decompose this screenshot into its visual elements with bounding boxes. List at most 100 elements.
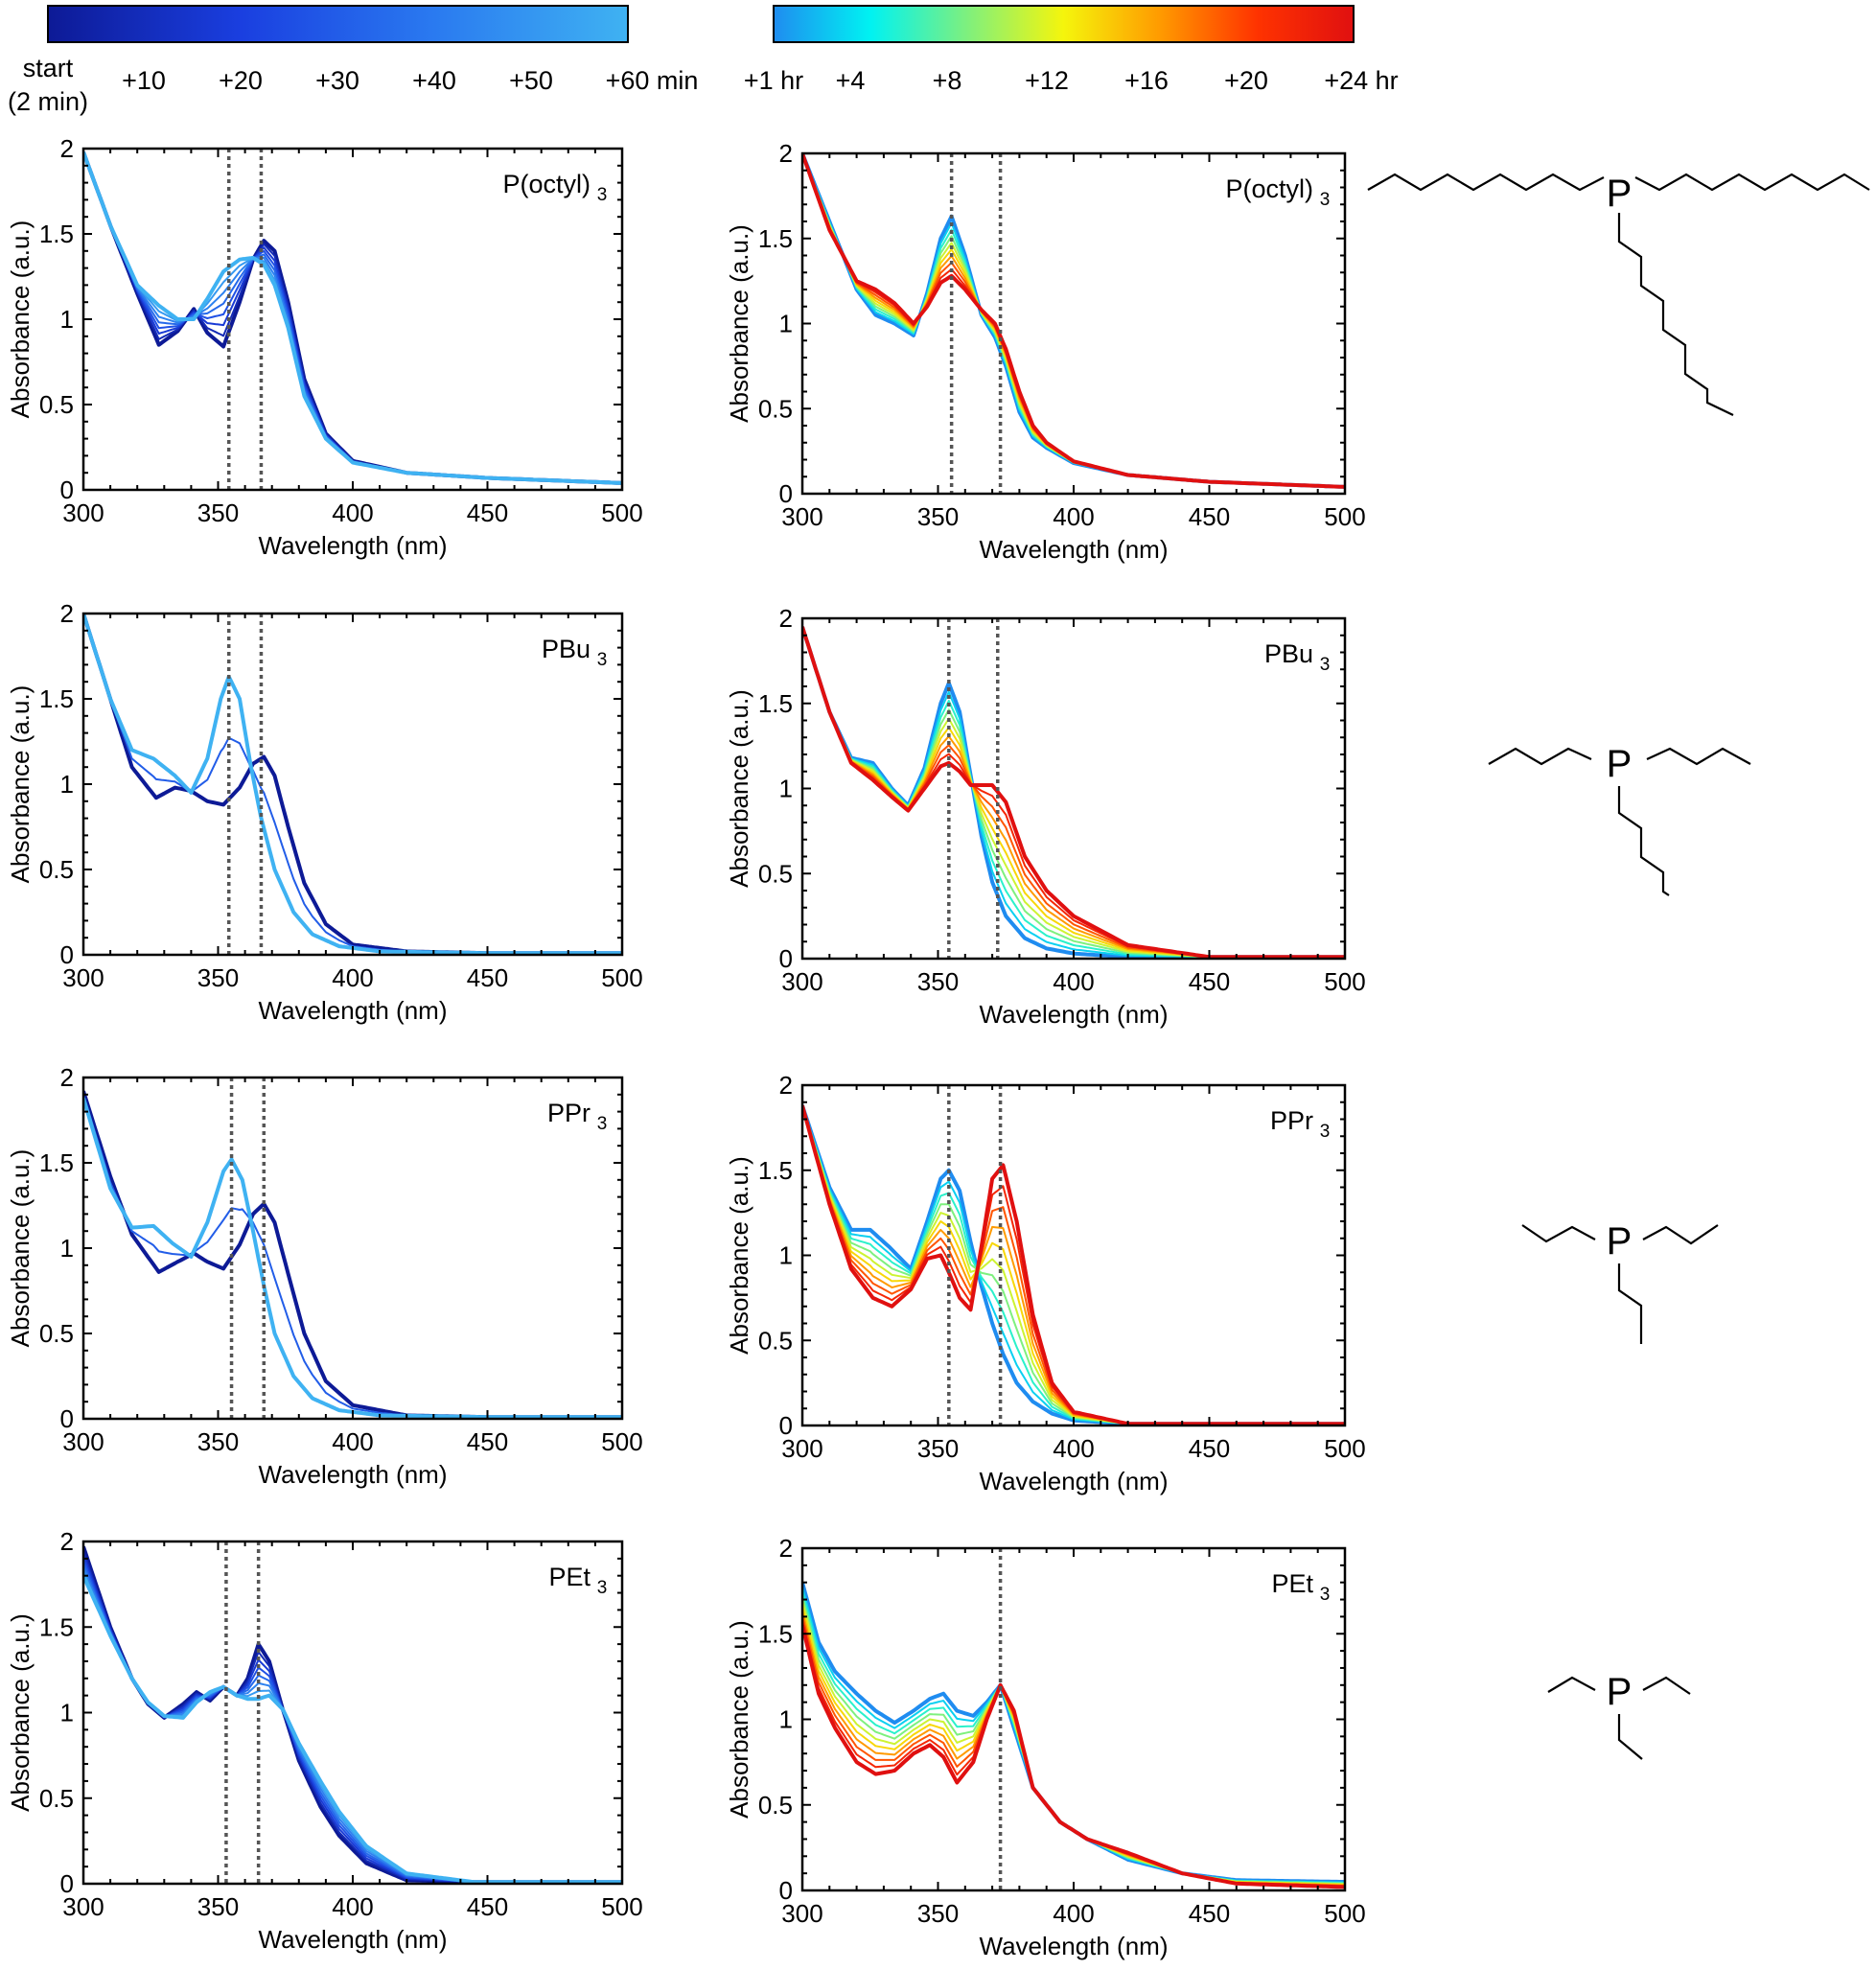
x-tick-label: 500 — [601, 498, 642, 527]
cb-hr-label-1: +1 hr — [744, 66, 803, 95]
y-tick-label: 2 — [60, 599, 74, 628]
panel-title-subscript: 3 — [597, 1114, 608, 1134]
x-axis-label: Wavelength (nm) — [259, 996, 448, 1025]
series-line-5 — [802, 1601, 1345, 1886]
y-axis-label: Absorbance (a.u.) — [6, 1613, 35, 1812]
cb-hr-label-16: +16 — [1124, 66, 1169, 95]
ppr3-phosphorus-atom: P — [1607, 1220, 1633, 1263]
series-line-8 — [83, 151, 622, 485]
x-tick-label: 350 — [197, 498, 239, 527]
x-axis-label: Wavelength (nm) — [259, 1925, 448, 1954]
x-axis-label: Wavelength (nm) — [259, 1460, 448, 1489]
series-line-6 — [802, 1606, 1345, 1886]
y-tick-label: 0.5 — [758, 394, 793, 423]
x-tick-label: 450 — [1189, 1434, 1230, 1463]
x-tick-label: 350 — [917, 1434, 959, 1463]
cb-hr-label-24: +24 hr — [1324, 66, 1398, 95]
panel-title: PPr — [1270, 1106, 1313, 1135]
y-tick-label: 0 — [779, 1876, 793, 1905]
panel-4: 300 350 400 450 500 0 0.5 1 1.5 2 Wavelength (nm) A… — [725, 604, 1366, 1029]
x-tick-label: 350 — [917, 967, 959, 996]
series-line-2 — [83, 614, 622, 955]
x-tick-label: 450 — [1189, 502, 1230, 531]
y-tick-label: 0.5 — [39, 390, 74, 419]
x-tick-label: 300 — [62, 1427, 104, 1456]
cb-hr-label-12: +12 — [1025, 66, 1069, 95]
y-tick-label: 2 — [60, 1063, 74, 1092]
panel-title-subscript: 3 — [597, 1578, 608, 1598]
plot-frame — [81, 1076, 624, 1421]
y-tick-label: 1 — [779, 1241, 793, 1270]
panel-8: 300 350 400 450 500 0 0.5 1 1.5 2 Wavelength (nm) A… — [725, 1534, 1366, 1960]
series-line-2 — [83, 1094, 622, 1419]
y-tick-label: 0.5 — [39, 1784, 74, 1813]
x-tick-label: 400 — [332, 1892, 373, 1921]
colorbar-minutes-bar — [47, 5, 629, 43]
series-line-6 — [83, 151, 622, 484]
y-tick-label: 2 — [60, 1527, 74, 1556]
y-tick-label: 2 — [779, 604, 793, 633]
x-tick-label: 300 — [781, 1434, 822, 1463]
x-axis-label: Wavelength (nm) — [259, 531, 448, 560]
series-line-3 — [83, 614, 622, 955]
y-tick-label: 1.5 — [39, 1612, 74, 1641]
panel-title: P(octyl) — [502, 170, 591, 198]
x-tick-label: 350 — [197, 963, 239, 992]
cb-min-label-20: +20 — [219, 66, 263, 95]
x-tick-label: 400 — [1053, 1899, 1094, 1928]
y-tick-label: 0 — [60, 1869, 74, 1898]
series-line-10 — [802, 153, 1345, 489]
y-axis-label: Absorbance (a.u.) — [6, 1149, 35, 1348]
y-tick-label: 0.5 — [758, 1791, 793, 1819]
y-tick-label: 1 — [60, 1699, 74, 1727]
panel-title-subscript: 3 — [597, 650, 608, 670]
y-tick-label: 1 — [60, 305, 74, 334]
y-tick-label: 0 — [60, 1404, 74, 1433]
series-group — [83, 1545, 622, 1884]
x-tick-label: 350 — [197, 1427, 239, 1456]
cb-min-label-60: +60 min — [606, 66, 699, 95]
structure-pbu3: P — [1488, 743, 1751, 896]
x-tick-label: 400 — [1053, 967, 1094, 996]
x-tick-label: 300 — [781, 1899, 822, 1928]
pet3-phosphorus-atom: P — [1607, 1671, 1633, 1713]
series-line-1 — [83, 614, 622, 955]
x-tick-label: 400 — [1053, 1434, 1094, 1463]
y-tick-label: 1 — [60, 1234, 74, 1263]
colorbar-hours: +1 hr +4 +8 +12 +16 +20 +24 hr — [744, 5, 1399, 95]
x-tick-label: 350 — [917, 502, 959, 531]
y-axis-label: Absorbance (a.u.) — [725, 224, 753, 423]
poctyl3-right-chain — [1634, 173, 1870, 192]
series-group — [802, 626, 1345, 959]
panel-7: 300 350 400 450 500 0 0.5 1 1.5 2 Wavelength (nm) A… — [6, 1527, 643, 1954]
y-axis-label: Absorbance (a.u.) — [6, 685, 35, 884]
cb-min-label-start-sub: (2 min) — [8, 87, 88, 116]
y-tick-label: 2 — [779, 1534, 793, 1563]
x-tick-label: 450 — [467, 1892, 508, 1921]
plot-frame — [800, 151, 1347, 496]
series-line-8 — [83, 1574, 622, 1884]
series-line-4 — [802, 1105, 1345, 1425]
structure-poctyl3: P — [1367, 173, 1870, 416]
cb-min-label-40: +40 — [412, 66, 456, 95]
panel-3: 300 350 400 450 500 0 0.5 1 1.5 2 Wavelength (nm) A… — [6, 599, 643, 1025]
panel-title-subscript: 3 — [1320, 1585, 1331, 1605]
series-group — [802, 1104, 1345, 1425]
series-line-10 — [802, 1104, 1345, 1425]
series-line-8 — [802, 1615, 1345, 1888]
x-tick-label: 500 — [601, 1427, 642, 1456]
x-tick-label: 450 — [467, 498, 508, 527]
series-group — [83, 1090, 622, 1419]
ppr3-left-chain — [1521, 1224, 1596, 1243]
y-tick-label: 2 — [60, 134, 74, 163]
series-line-3 — [802, 1104, 1345, 1425]
colorbar-hours-bar — [773, 5, 1355, 43]
series-line-6 — [83, 1566, 622, 1884]
y-tick-label: 0.5 — [39, 855, 74, 884]
pet3-left-chain — [1547, 1676, 1596, 1693]
ppr3-right-chain — [1642, 1224, 1719, 1245]
x-tick-label: 350 — [917, 1899, 959, 1928]
cb-hr-label-8: +8 — [933, 66, 962, 95]
x-axis-label: Wavelength (nm) — [980, 535, 1169, 564]
